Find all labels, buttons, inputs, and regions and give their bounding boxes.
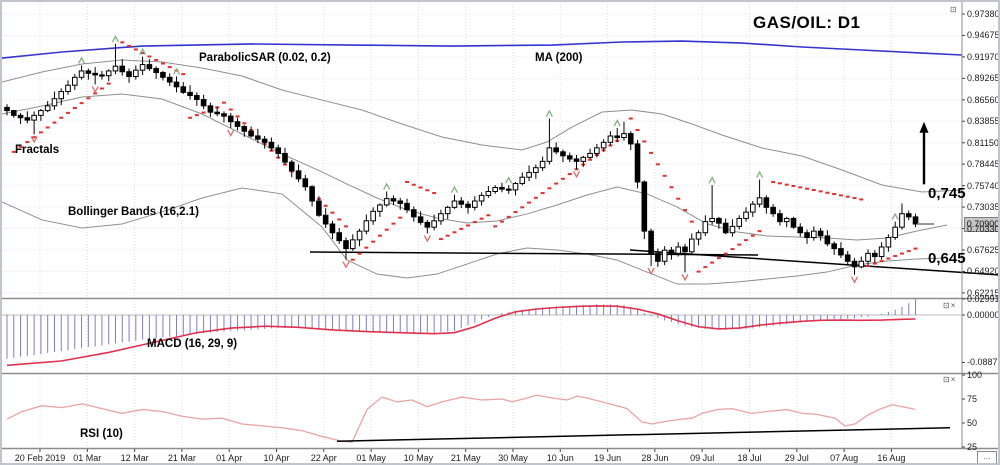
current-price-tag: 0.70900 (964, 217, 998, 232)
rsi-pane-buttons[interactable]: ⊡× (943, 376, 956, 384)
pane-separators[interactable] (2, 2, 998, 450)
time-axis-label: 01 May (356, 453, 386, 463)
ma200-line (2, 40, 963, 59)
macd-axis-label: 0.00000 (967, 310, 1000, 320)
time-axis-label: 01 Mar (73, 453, 102, 463)
axis-ticks (39, 13, 965, 452)
price-axis-label: 0.83855 (967, 116, 1000, 127)
macd-pane-buttons[interactable]: ⊡× (943, 302, 956, 310)
restore-icon[interactable]: ⊡ (943, 301, 951, 310)
time-axis-label: 10 Apr (263, 453, 290, 463)
rsi-axis-label: 50 (967, 418, 978, 428)
candles-layer (4, 43, 919, 275)
price-axis-label: 0.81150 (967, 137, 999, 148)
macd-pane (2, 298, 961, 367)
time-axis-label: 21 Mar (167, 453, 196, 463)
rsi-axis-label: 100 (967, 370, 983, 380)
time-axis-label: 29 Jul (784, 453, 809, 463)
rsi-pane (6, 394, 951, 443)
time-axis-label: 09 Jul (690, 453, 715, 463)
rsi-trendline[interactable] (336, 427, 951, 442)
rsi-axis-label: 25 (967, 442, 978, 452)
time-axis-label: 07 Aug (830, 453, 859, 463)
price-axis-label: 0.64920 (967, 266, 1000, 277)
time-axis-label: 18 Jul (737, 453, 762, 463)
price-axis-label: 0.75740 (967, 180, 1000, 191)
support-trendlines[interactable] (309, 249, 998, 276)
price-axis-label: 0.73035 (967, 202, 1000, 213)
time-axis-label: 12 Mar (120, 453, 149, 463)
price-axis-label: 0.78445 (967, 159, 1000, 170)
grid-layer (2, 4, 961, 447)
rsi-axis-label: 75 (967, 394, 978, 404)
time-axis-label: 10 Jun (546, 453, 574, 463)
price-axis-label: 0.91970 (967, 51, 1000, 62)
fractal-markers (30, 35, 899, 284)
macd-axis-label: -0.08877 (967, 357, 1000, 368)
price-axis-label: 0.89265 (967, 73, 1000, 84)
time-axis-label: 01 Apr (216, 453, 243, 463)
time-axis-label: 20 Feb 2019 (14, 453, 66, 463)
time-axis-label: 30 May (498, 453, 528, 463)
time-axis-label: 22 Apr (310, 453, 337, 463)
bollinger-bands (2, 59, 963, 285)
close-icon[interactable]: × (950, 375, 957, 384)
scroll-to-end-button[interactable]: … (977, 451, 997, 463)
time-axis-label: 19 Jun (594, 453, 622, 463)
main-pane-buttons[interactable]: ⊡ (950, 6, 958, 14)
time-axis-label: 21 May (450, 453, 481, 463)
price-axis-label: 0.97380 (967, 9, 1000, 19)
price-axis-label: 0.62215 (967, 287, 1000, 298)
price-axis-label: 0.86560 (967, 94, 1000, 105)
up-arrow-annotation[interactable] (919, 121, 929, 185)
parabolic-sar-dots (11, 41, 918, 273)
price-axis-label: 0.67625 (967, 244, 1000, 255)
price-axis-label: 0.94675 (967, 30, 1000, 41)
time-axis-label: 16 Aug (877, 453, 906, 463)
time-axis-label: 10 May (403, 453, 434, 463)
time-axis-label: 28 Jun (641, 453, 669, 463)
price-axis-label: 0.70330 (967, 223, 1000, 234)
close-icon[interactable]: × (950, 301, 957, 310)
restore-icon[interactable]: ⊡ (943, 375, 951, 384)
macd-axis-label: 0.02991 (967, 294, 1000, 304)
restore-icon[interactable]: ⊡ (950, 5, 958, 14)
